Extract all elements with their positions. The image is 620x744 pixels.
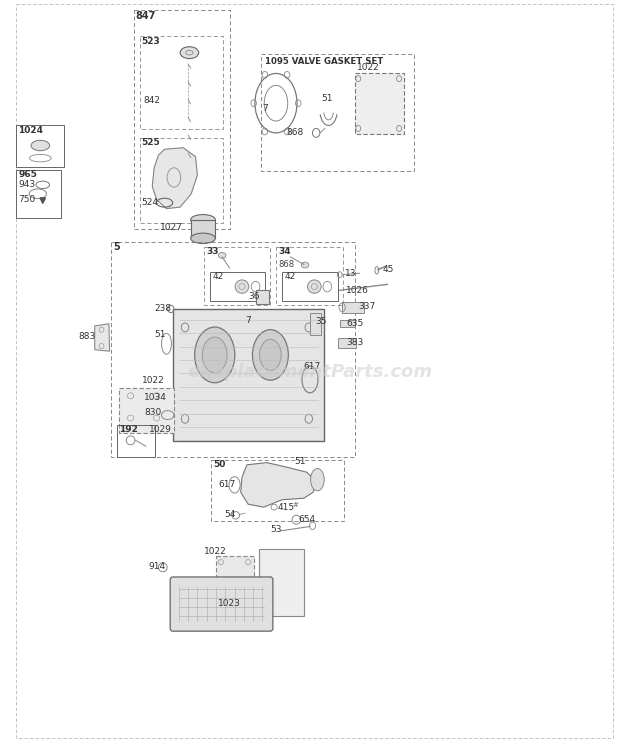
Text: 1022: 1022: [142, 376, 164, 385]
Bar: [259, 549, 304, 615]
Bar: [355, 74, 404, 135]
Text: 1027: 1027: [161, 222, 183, 231]
Text: 1095 VALVE GASKET SET: 1095 VALVE GASKET SET: [265, 57, 384, 66]
Text: #: #: [293, 502, 299, 508]
Text: 750: 750: [18, 195, 35, 204]
Text: 35: 35: [315, 317, 327, 326]
Ellipse shape: [195, 327, 235, 382]
Ellipse shape: [190, 214, 215, 225]
Ellipse shape: [235, 280, 249, 293]
Bar: [260, 54, 414, 172]
Ellipse shape: [31, 141, 50, 151]
Ellipse shape: [190, 233, 215, 243]
Text: 1024: 1024: [18, 126, 43, 135]
Text: 7: 7: [245, 315, 251, 324]
Ellipse shape: [301, 262, 309, 268]
Bar: [140, 138, 223, 223]
Bar: [16, 126, 64, 167]
Text: 50: 50: [213, 460, 226, 469]
Text: 1026: 1026: [346, 286, 369, 295]
Text: 7: 7: [262, 104, 267, 113]
Bar: [255, 290, 269, 304]
Bar: [16, 170, 61, 218]
Text: 617: 617: [304, 362, 321, 371]
Text: 842: 842: [144, 97, 161, 106]
Bar: [338, 338, 356, 348]
Text: 42: 42: [212, 272, 223, 281]
Bar: [282, 272, 338, 301]
Ellipse shape: [180, 47, 198, 59]
Text: 617: 617: [218, 481, 236, 490]
Polygon shape: [241, 463, 316, 507]
Text: 51: 51: [154, 330, 166, 339]
Text: 5: 5: [113, 243, 120, 252]
Bar: [111, 242, 355, 458]
Text: 238: 238: [154, 304, 171, 313]
Text: 415: 415: [278, 503, 295, 512]
Text: 914: 914: [148, 562, 165, 571]
Bar: [276, 247, 343, 305]
Text: 192: 192: [120, 426, 138, 434]
FancyBboxPatch shape: [170, 577, 273, 631]
Bar: [134, 10, 229, 228]
Text: 868: 868: [286, 128, 304, 137]
Text: 1022: 1022: [357, 63, 380, 72]
Text: 868: 868: [278, 260, 294, 269]
Text: 54: 54: [224, 510, 236, 519]
Text: 1034: 1034: [144, 394, 167, 403]
Text: 1022: 1022: [203, 547, 226, 557]
Text: 53: 53: [270, 525, 281, 534]
Text: 383: 383: [346, 338, 363, 347]
Text: 51: 51: [321, 94, 333, 103]
Bar: [120, 388, 174, 433]
Text: 33: 33: [206, 247, 219, 256]
Text: 654: 654: [299, 515, 316, 524]
Bar: [140, 36, 223, 129]
Ellipse shape: [311, 469, 324, 491]
Ellipse shape: [202, 337, 227, 373]
Text: 1023: 1023: [218, 599, 241, 608]
Bar: [211, 460, 344, 521]
Bar: [340, 320, 355, 327]
Text: 524: 524: [142, 198, 159, 207]
Bar: [172, 309, 324, 441]
Text: 45: 45: [383, 265, 394, 274]
Text: 883: 883: [78, 332, 95, 341]
Text: 943: 943: [18, 180, 35, 190]
Text: 34: 34: [278, 247, 291, 256]
Ellipse shape: [218, 252, 226, 258]
Text: 847: 847: [136, 10, 156, 21]
Bar: [210, 272, 265, 301]
Bar: [342, 302, 364, 312]
Bar: [117, 426, 156, 457]
Bar: [190, 219, 215, 238]
Text: 51: 51: [294, 457, 306, 466]
Ellipse shape: [260, 339, 281, 371]
Text: 635: 635: [346, 319, 363, 328]
Text: 36: 36: [248, 292, 260, 301]
Text: 42: 42: [285, 272, 296, 281]
Text: 523: 523: [142, 37, 161, 46]
Polygon shape: [95, 324, 110, 351]
Text: eReplacementParts.com: eReplacementParts.com: [187, 363, 433, 381]
Bar: [310, 312, 321, 335]
Ellipse shape: [252, 330, 288, 380]
Polygon shape: [153, 148, 197, 208]
Ellipse shape: [308, 280, 321, 293]
Text: 965: 965: [18, 170, 37, 179]
Text: 525: 525: [142, 138, 161, 147]
Text: 337: 337: [358, 302, 376, 311]
Text: 830: 830: [144, 408, 161, 417]
Bar: [216, 557, 254, 615]
Text: 13: 13: [345, 269, 356, 278]
Bar: [203, 247, 270, 305]
Text: 1029: 1029: [149, 426, 172, 434]
